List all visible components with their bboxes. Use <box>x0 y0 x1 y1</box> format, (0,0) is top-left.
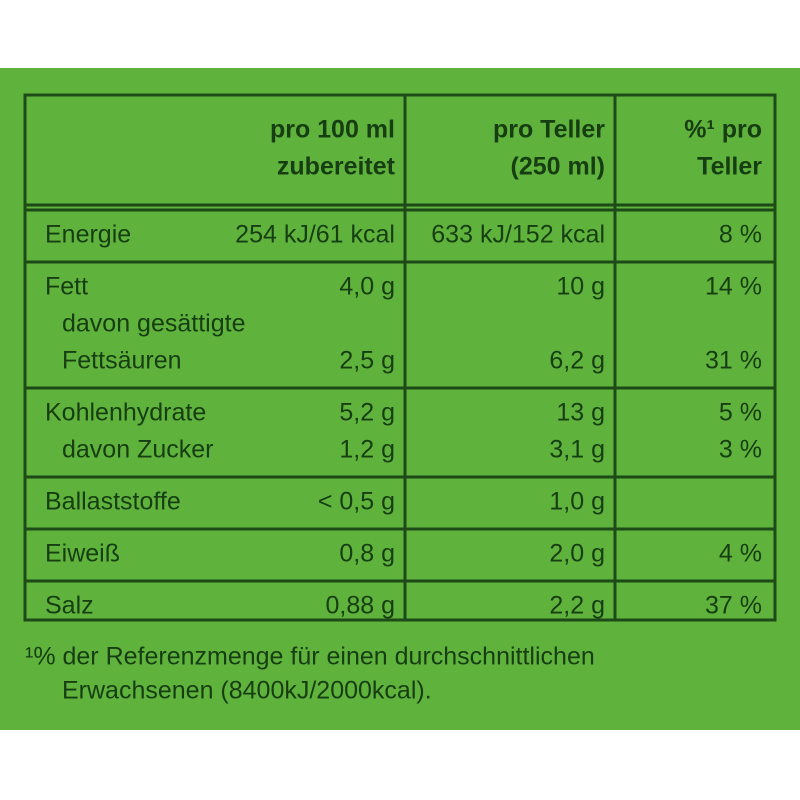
cell-value: 633 kJ/152 kcal <box>431 221 605 249</box>
cell-value: 10 g <box>556 273 605 301</box>
cell-value: 2,2 g <box>549 592 605 620</box>
cell-value: 37 % <box>705 592 762 620</box>
row-label: Kohlenhydrate <box>45 399 206 427</box>
cell-value: 3,1 g <box>549 436 605 464</box>
cell-value: 5 % <box>719 399 762 427</box>
row-label: Energie <box>45 221 131 249</box>
header-cell: pro Teller <box>493 116 605 144</box>
footnote: ¹% der Referenzmenge für einen durchschn… <box>25 643 595 671</box>
row-label: davon Zucker <box>62 436 213 464</box>
cell-value: 4 % <box>719 540 762 568</box>
header-cell: zubereitet <box>277 153 396 181</box>
cell-value: 0,8 g <box>339 540 395 568</box>
cell-value: 4,0 g <box>339 273 395 301</box>
row-label: Eiweiß <box>45 540 120 568</box>
cell-value: 14 % <box>705 273 762 301</box>
cell-value: 3 % <box>719 436 762 464</box>
cell-value: 8 % <box>719 221 762 249</box>
header-cell: pro 100 ml <box>270 116 395 144</box>
cell-value: 13 g <box>556 399 605 427</box>
table-frame <box>23 93 777 622</box>
cell-value: 2,5 g <box>339 347 395 375</box>
cell-value: 254 kJ/61 kcal <box>235 221 395 249</box>
cell-value: 0,88 g <box>325 592 395 620</box>
row-label: davon gesättigte <box>62 310 245 338</box>
cell-value: 5,2 g <box>339 399 395 427</box>
cell-value: < 0,5 g <box>318 488 395 516</box>
cell-value: 6,2 g <box>549 347 605 375</box>
row-label: Salz <box>45 592 94 620</box>
cell-value: 31 % <box>705 347 762 375</box>
header-cell: Teller <box>697 153 762 181</box>
row-label: Fettsäuren <box>62 347 182 375</box>
footnote: Erwachsenen (8400kJ/2000kcal). <box>62 677 432 705</box>
row-label: Ballaststoffe <box>45 488 181 516</box>
row-label: Fett <box>45 273 88 301</box>
cell-value: 1,0 g <box>549 488 605 516</box>
header-cell: %¹ pro <box>684 116 762 144</box>
cell-value: 2,0 g <box>549 540 605 568</box>
cell-value: 1,2 g <box>339 436 395 464</box>
header-cell: (250 ml) <box>511 153 605 181</box>
